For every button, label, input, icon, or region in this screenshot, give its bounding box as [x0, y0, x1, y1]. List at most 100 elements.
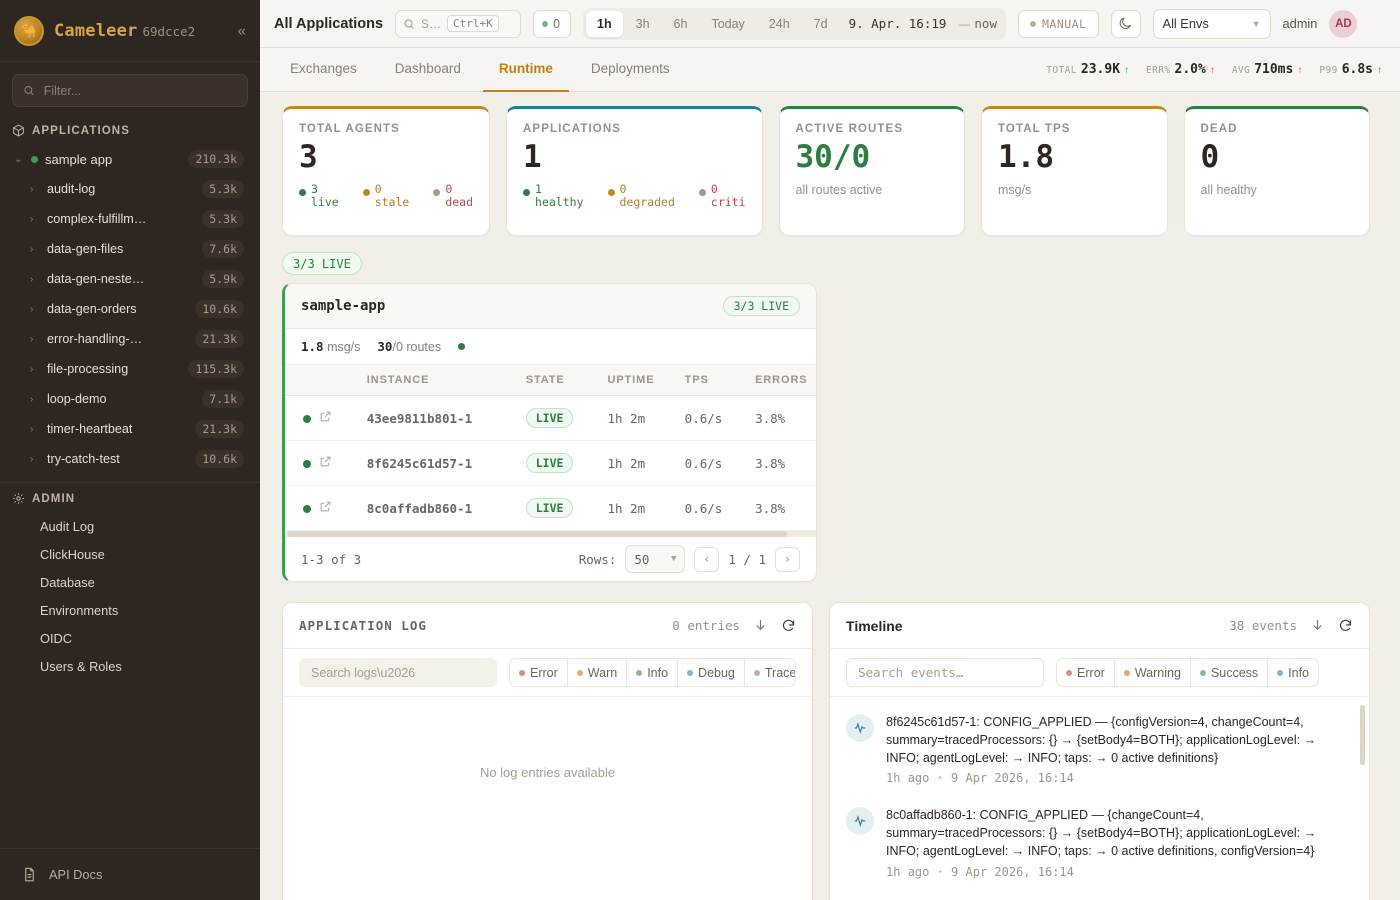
range-btn-3h[interactable]: 3h	[635, 16, 650, 31]
sidebar-item-count: 5.3k	[202, 210, 244, 228]
sidebar-item-environments[interactable]: Environments	[40, 602, 119, 618]
sidebar-item-data-gen-nested[interactable]: › data-gen-neste… 5.9k	[8, 264, 252, 294]
table-row[interactable]: 8c0affadb860-1 LIVE 1h 2m 0.6/s 3.8% 2	[285, 485, 816, 531]
sidebar-item-count: 10.6k	[195, 450, 244, 468]
table-row[interactable]: 8f6245c61d57-1 LIVE 1h 2m 0.6/s 3.8% 2	[285, 440, 816, 486]
horizontal-scrollbar[interactable]	[285, 531, 816, 537]
sidebar-item-try-catch-test[interactable]: › try-catch-test 10.6k	[8, 444, 252, 474]
range-btn-24h[interactable]: 24h	[768, 16, 790, 31]
log-level-info[interactable]: Info	[627, 659, 679, 686]
chevron-right-icon[interactable]: ›	[30, 363, 34, 375]
filter-input[interactable]	[43, 83, 237, 98]
col-status	[285, 365, 320, 396]
trend-up-icon: ↑	[1124, 65, 1130, 76]
level-dot-icon	[687, 669, 694, 676]
range-btn-7d[interactable]: 7d	[813, 16, 828, 31]
sidebar-item-data-gen-orders[interactable]: › data-gen-orders 10.6k	[8, 294, 252, 324]
timeline-level-warning[interactable]: Warning	[1115, 659, 1191, 686]
col-state: STATE	[525, 365, 608, 396]
log-search-input[interactable]: Search logs\u2026	[299, 658, 497, 687]
chevron-right-icon[interactable]: ›	[30, 213, 34, 225]
row-open-link[interactable]	[319, 485, 367, 531]
sidebar-item-data-gen-files[interactable]: › data-gen-files 7.6k	[8, 234, 252, 264]
log-level-trace[interactable]: Trace	[745, 659, 795, 686]
table-row[interactable]: 43ee9811b801-1 LIVE 1h 2m 0.6/s 3.8% 3	[285, 395, 816, 441]
range-from[interactable]: 9. Apr. 16:19	[848, 16, 947, 31]
sidebar-item-complex-fulfillment[interactable]: › complex-fulfillm… 5.3k	[8, 204, 252, 234]
sidebar-item-timer-heartbeat[interactable]: › timer-heartbeat 21.3k	[8, 414, 252, 444]
range-btn-6h[interactable]: 6h	[673, 16, 688, 31]
kpi-avg: AVG 710ms ↑	[1232, 62, 1303, 77]
timeline-event-message: 8c0affadb860-1: CONFIG_APPLIED — {change…	[886, 808, 1317, 858]
tab-runtime[interactable]: Runtime	[482, 48, 569, 92]
download-icon[interactable]	[1310, 618, 1325, 633]
external-link-icon	[320, 456, 331, 467]
chevron-right-icon[interactable]: ›	[30, 273, 34, 285]
chevron-right-icon[interactable]: ›	[30, 393, 34, 405]
sidebar-item-file-processing[interactable]: › file-processing 115.3k	[8, 354, 252, 384]
chevron-right-icon[interactable]: ›	[30, 303, 34, 315]
sidebar-item-sample-app[interactable]: ⌄ sample app 210.3k	[8, 144, 252, 174]
row-open-link[interactable]	[319, 440, 367, 486]
chevron-right-icon[interactable]: ›	[30, 453, 34, 465]
instances-table-scroll[interactable]: INSTANCE STATE UPTIME TPS ERRORS H	[285, 365, 816, 531]
chevron-right-icon[interactable]: ›	[30, 243, 34, 255]
live-status-badge[interactable]: O	[533, 9, 572, 38]
external-link-icon	[320, 411, 331, 422]
timeline-panel-title: Timeline	[846, 617, 903, 634]
timeline-event[interactable]: 43ee9811b801-1: CONFIG_APPLIED — {change…	[830, 890, 1369, 900]
chevron-down-icon[interactable]: ⌄	[14, 153, 23, 165]
sidebar-item-users-roles[interactable]: Users & Roles	[40, 658, 122, 674]
breakdown-degraded: 0 degraded	[607, 183, 675, 210]
next-page-button[interactable]: ›	[775, 546, 800, 572]
timeline-event[interactable]: 8c0affadb860-1: CONFIG_APPLIED — {change…	[830, 796, 1369, 889]
chevrons-left-icon[interactable]: «	[237, 22, 246, 39]
state-badge: LIVE	[525, 408, 574, 428]
timeline-level-info[interactable]: Info	[1268, 659, 1318, 686]
sidebar-footer-api-docs[interactable]: API Docs	[0, 848, 260, 900]
status-badge: 3/3 LIVE	[722, 296, 800, 316]
sidebar-item-clickhouse[interactable]: ClickHouse	[40, 546, 105, 562]
sidebar-filter[interactable]	[12, 74, 248, 107]
prev-page-button[interactable]: ‹	[694, 546, 720, 572]
tab-dashboard[interactable]: Dashboard	[394, 61, 461, 76]
range-to[interactable]: now	[974, 16, 997, 31]
sidebar-item-error-handling[interactable]: › error-handling-… 21.3k	[8, 324, 252, 354]
log-level-error[interactable]: Error	[510, 659, 568, 686]
avatar[interactable]: AD	[1329, 9, 1358, 38]
sidebar-item-audit-log-admin[interactable]: Audit Log	[40, 518, 95, 534]
range-btn-1h[interactable]: 1h	[586, 10, 623, 37]
application-log-panel: APPLICATION LOG 0 entries Search logs\u2…	[282, 602, 814, 900]
timeline-search-input[interactable]: Search events…	[846, 658, 1045, 687]
sidebar-item-audit-log[interactable]: › audit-log 5.3k	[8, 174, 252, 204]
chevron-right-icon[interactable]: ›	[30, 423, 34, 435]
timeline-scrollbar[interactable]	[1360, 705, 1365, 765]
row-open-link[interactable]	[319, 395, 367, 441]
log-level-debug[interactable]: Debug	[678, 659, 745, 686]
sidebar-item-oidc[interactable]: OIDC	[40, 630, 72, 646]
chevron-right-icon[interactable]: ›	[30, 183, 34, 195]
range-btn-today[interactable]: Today	[711, 16, 745, 31]
log-level-warn[interactable]: Warn	[568, 659, 628, 686]
chevron-right-icon[interactable]: ›	[30, 333, 34, 345]
timeline-event-body: 8f6245c61d57-1: CONFIG_APPLIED — {config…	[886, 714, 1347, 785]
sidebar-item-count: 5.9k	[202, 270, 244, 288]
env-select[interactable]: All Envs ▼	[1152, 8, 1271, 39]
theme-toggle-button[interactable]	[1110, 9, 1141, 38]
refresh-icon[interactable]	[1338, 618, 1353, 633]
scrollbar-thumb[interactable]	[287, 531, 787, 537]
timeline-level-success[interactable]: Success	[1191, 659, 1269, 686]
timeline-level-error[interactable]: Error	[1057, 659, 1115, 686]
timeline-event[interactable]: 8f6245c61d57-1: CONFIG_APPLIED — {config…	[830, 703, 1369, 796]
refresh-mode-button[interactable]: MANUAL	[1017, 9, 1099, 38]
global-search[interactable]: S… Ctrl+K	[395, 9, 522, 38]
download-icon[interactable]	[753, 618, 768, 633]
sidebar-item-loop-demo[interactable]: › loop-demo 7.1k	[8, 384, 252, 414]
tab-deployments[interactable]: Deployments	[590, 61, 670, 76]
rows-per-page-select[interactable]: 50 ▼	[625, 545, 686, 573]
tab-exchanges[interactable]: Exchanges	[290, 61, 357, 76]
refresh-icon[interactable]	[781, 618, 796, 633]
state-badge: LIVE	[525, 498, 574, 518]
timeline-events[interactable]: 8f6245c61d57-1: CONFIG_APPLIED — {config…	[830, 697, 1369, 900]
sidebar-item-database[interactable]: Database	[40, 574, 95, 590]
